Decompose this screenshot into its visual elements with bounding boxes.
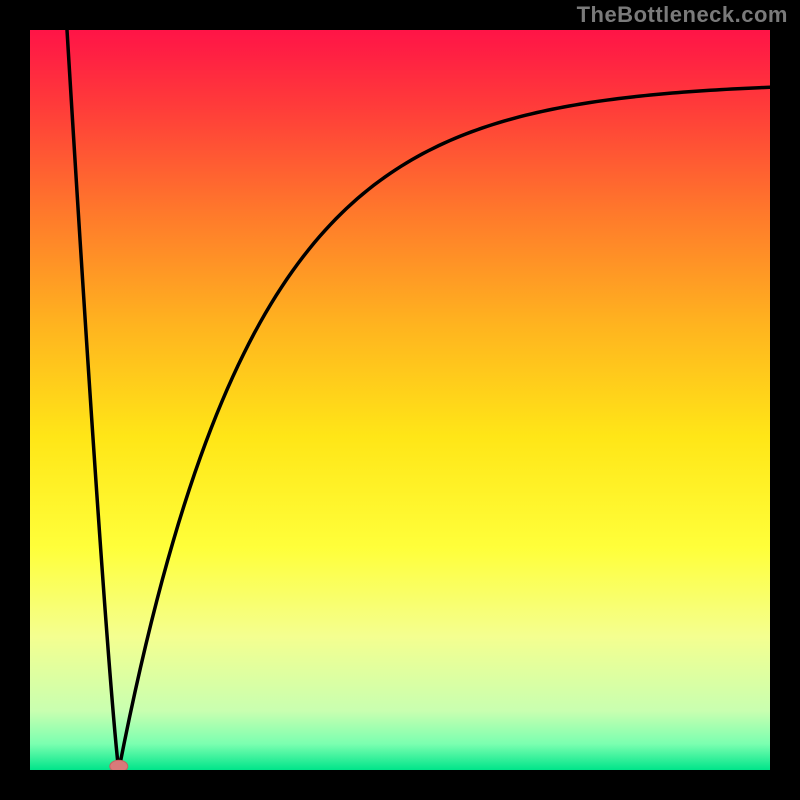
optimal-point-marker bbox=[110, 760, 128, 770]
chart-container: TheBottleneck.com bbox=[0, 0, 800, 800]
chart-svg bbox=[30, 30, 770, 770]
watermark-label: TheBottleneck.com bbox=[577, 2, 788, 28]
plot-area bbox=[30, 30, 770, 770]
